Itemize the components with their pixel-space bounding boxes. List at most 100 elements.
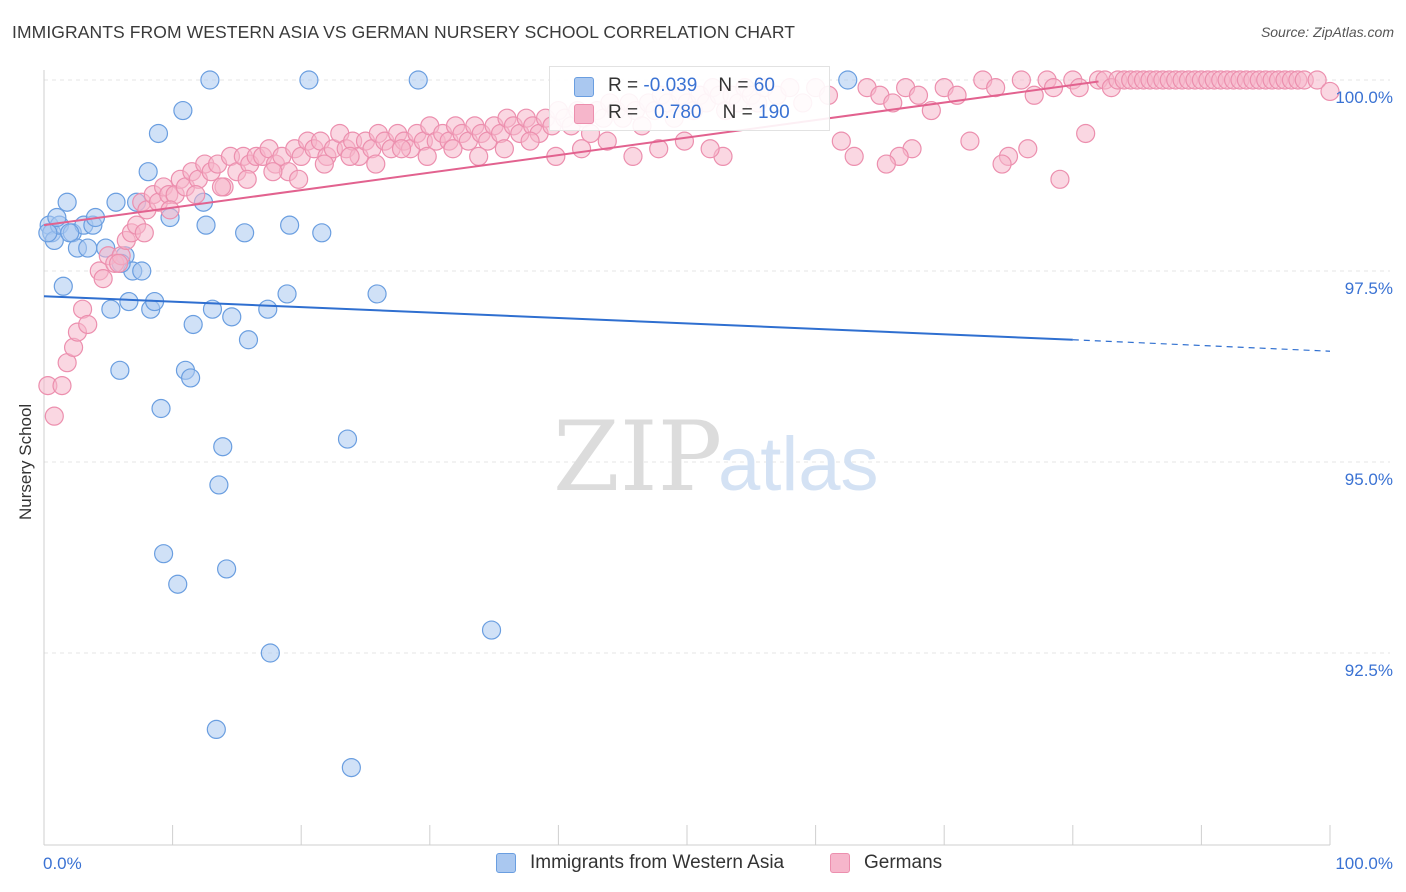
data-point-immigrants xyxy=(78,238,98,258)
watermark-zip: ZIP xyxy=(553,401,722,513)
data-point-germans xyxy=(52,376,72,396)
y-tick-label: 97.5% xyxy=(1345,279,1393,298)
legend-swatch-pink xyxy=(574,104,594,124)
trend-lines xyxy=(43,80,1331,352)
data-point-immigrants xyxy=(838,70,858,90)
data-point-germans xyxy=(186,185,206,205)
data-point-germans xyxy=(1011,70,1031,90)
data-point-germans xyxy=(700,139,720,159)
data-point-immigrants xyxy=(312,223,332,243)
data-point-immigrants xyxy=(151,398,171,419)
trend-line-germans xyxy=(43,80,1099,227)
data-point-germans xyxy=(1076,123,1096,144)
data-point-immigrants xyxy=(213,437,233,457)
data-point-immigrants xyxy=(258,299,278,319)
data-point-germans xyxy=(876,154,896,174)
data-point-immigrants xyxy=(183,314,203,335)
data-point-immigrants xyxy=(106,192,126,212)
data-point-immigrants xyxy=(280,215,300,235)
y-tick-label: 100.0% xyxy=(1335,88,1393,107)
data-point-germans xyxy=(883,93,903,113)
data-point-germans xyxy=(44,406,64,426)
data-point-germans xyxy=(366,154,386,174)
data-point-immigrants xyxy=(337,429,358,449)
legend-r-value-1: -0.039 xyxy=(643,75,698,96)
legend-r-label: R = xyxy=(608,102,639,123)
legend-n-value-2: 190 xyxy=(758,102,790,123)
x-tick-label: 100.0% xyxy=(1335,854,1393,873)
data-point-immigrants xyxy=(481,620,502,640)
data-point-immigrants xyxy=(110,360,130,380)
data-point-germans xyxy=(469,146,489,166)
data-point-germans xyxy=(520,131,540,151)
data-point-germans xyxy=(417,146,437,166)
data-point-immigrants xyxy=(200,70,220,90)
axes xyxy=(43,70,1331,846)
data-point-immigrants xyxy=(367,284,387,304)
data-point-germans xyxy=(921,100,941,121)
bottom-legend-swatch-pink xyxy=(830,853,850,873)
data-point-immigrants xyxy=(101,299,121,319)
bottom-legend-swatch-blue xyxy=(496,853,516,873)
tick-labels: 92.5% 95.0% 97.5% 100.0% 0.0% 100.0% xyxy=(43,88,1393,873)
data-point-immigrants xyxy=(196,215,216,235)
chart-title: IMMIGRANTS FROM WESTERN ASIA VS GERMAN N… xyxy=(12,22,796,42)
data-point-germans xyxy=(571,139,592,159)
x-tick-label: 0.0% xyxy=(43,854,82,873)
data-point-germans xyxy=(263,162,283,182)
legend-swatch-blue xyxy=(574,77,594,97)
y-tick-label: 92.5% xyxy=(1345,661,1393,680)
legend-n-value-1: 60 xyxy=(753,75,775,96)
data-point-immigrants xyxy=(222,307,242,327)
data-point-germans xyxy=(160,200,180,220)
data-point-immigrants xyxy=(132,261,152,281)
data-point-germans xyxy=(78,314,98,335)
data-point-immigrants xyxy=(153,544,174,564)
data-point-immigrants xyxy=(238,330,259,350)
data-point-germans xyxy=(211,177,232,197)
data-point-germans xyxy=(314,154,334,174)
data-point-immigrants xyxy=(235,223,255,243)
data-point-immigrants xyxy=(173,100,193,121)
data-point-germans xyxy=(1320,81,1340,102)
data-point-immigrants xyxy=(168,574,188,594)
data-point-germans xyxy=(237,169,257,189)
trend-line-immigrants xyxy=(43,295,1073,341)
y-axis-label: Nursery School xyxy=(16,403,35,520)
data-point-immigrants xyxy=(57,192,77,212)
data-point-germans xyxy=(674,131,695,151)
data-point-germans xyxy=(93,269,113,289)
data-point-immigrants xyxy=(60,223,80,243)
data-point-immigrants xyxy=(209,475,229,495)
data-point-immigrants xyxy=(138,162,158,182)
data-point-germans xyxy=(844,146,864,166)
data-point-germans xyxy=(1050,169,1070,189)
data-point-germans xyxy=(443,139,463,159)
data-point-germans xyxy=(908,85,929,105)
data-point-immigrants xyxy=(260,643,280,663)
data-point-germans xyxy=(623,146,643,166)
data-point-immigrants xyxy=(202,299,223,319)
legend: R = -0.039 N = 60 R = 0.780 N = 190 xyxy=(549,66,830,131)
data-point-germans xyxy=(108,253,129,273)
legend-r-label: R = xyxy=(608,75,639,96)
data-point-germans xyxy=(391,139,412,159)
data-point-germans xyxy=(1307,70,1327,90)
data-point-germans xyxy=(494,139,514,159)
data-point-immigrants xyxy=(119,291,139,312)
data-point-germans xyxy=(597,131,617,151)
data-point-immigrants xyxy=(217,559,237,579)
data-point-germans xyxy=(1069,78,1089,98)
data-point-immigrants xyxy=(299,70,319,90)
data-point-germans xyxy=(986,78,1006,98)
data-point-immigrants xyxy=(53,276,73,296)
data-point-germans xyxy=(1018,139,1038,159)
data-point-immigrants xyxy=(277,284,297,304)
legend-r-value-2: 0.780 xyxy=(653,102,702,123)
data-point-immigrants xyxy=(181,368,201,388)
data-point-immigrants xyxy=(206,719,226,740)
data-point-immigrants xyxy=(341,757,361,778)
data-point-immigrants xyxy=(408,70,428,90)
data-point-germans xyxy=(289,169,309,189)
